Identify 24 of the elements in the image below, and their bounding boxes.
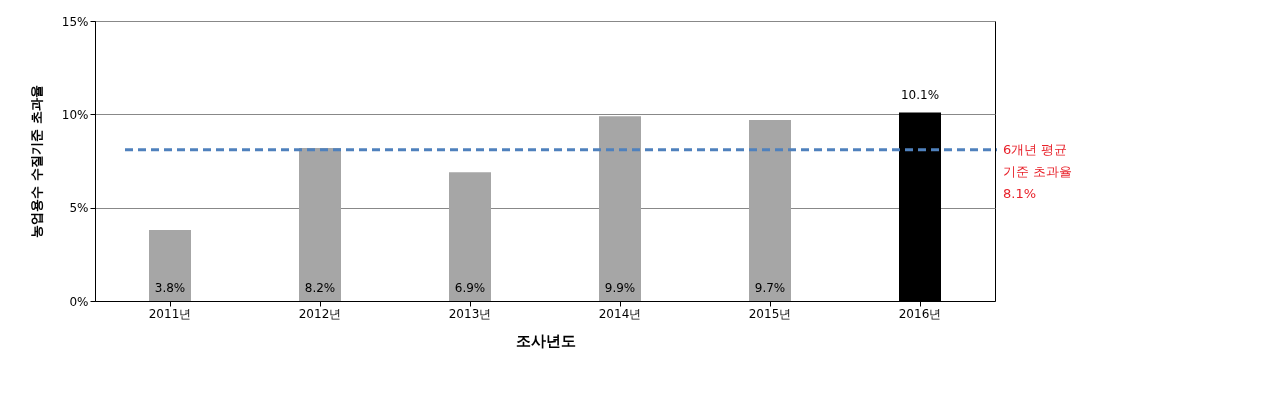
data-label: 6.9% — [454, 281, 486, 295]
bar — [149, 230, 191, 301]
y-tick-label: 15% — [61, 14, 89, 29]
data-label: 9.9% — [604, 281, 636, 295]
y-tick-label: 5% — [69, 201, 89, 216]
bar — [449, 172, 491, 301]
y-axis-title: 농업용수 수질기준 초과율 — [28, 85, 44, 238]
x-tick-label: 2016년 — [898, 306, 942, 321]
ref-line-label: 6개년 평균 기준 초과율 8.1% — [1003, 141, 1073, 201]
x-tick-label: 2013년 — [448, 306, 492, 321]
data-label: 3.8% — [154, 281, 186, 295]
x-tick-label: 2011년 — [148, 306, 192, 321]
data-label: 8.2% — [304, 281, 336, 295]
x-axis-title: 조사년도 — [515, 331, 576, 350]
y-tick-label: 10% — [61, 107, 89, 122]
y-tick-label: 0% — [69, 294, 89, 309]
data-label: 9.7% — [754, 281, 786, 295]
bar — [299, 147, 341, 301]
x-tick-label: 2014년 — [598, 306, 642, 321]
x-tick-label: 2015년 — [748, 306, 792, 321]
x-tick-label: 2012년 — [298, 306, 342, 321]
bar — [599, 116, 641, 301]
bar — [749, 119, 791, 301]
data-label: 10.1% — [900, 88, 940, 103]
